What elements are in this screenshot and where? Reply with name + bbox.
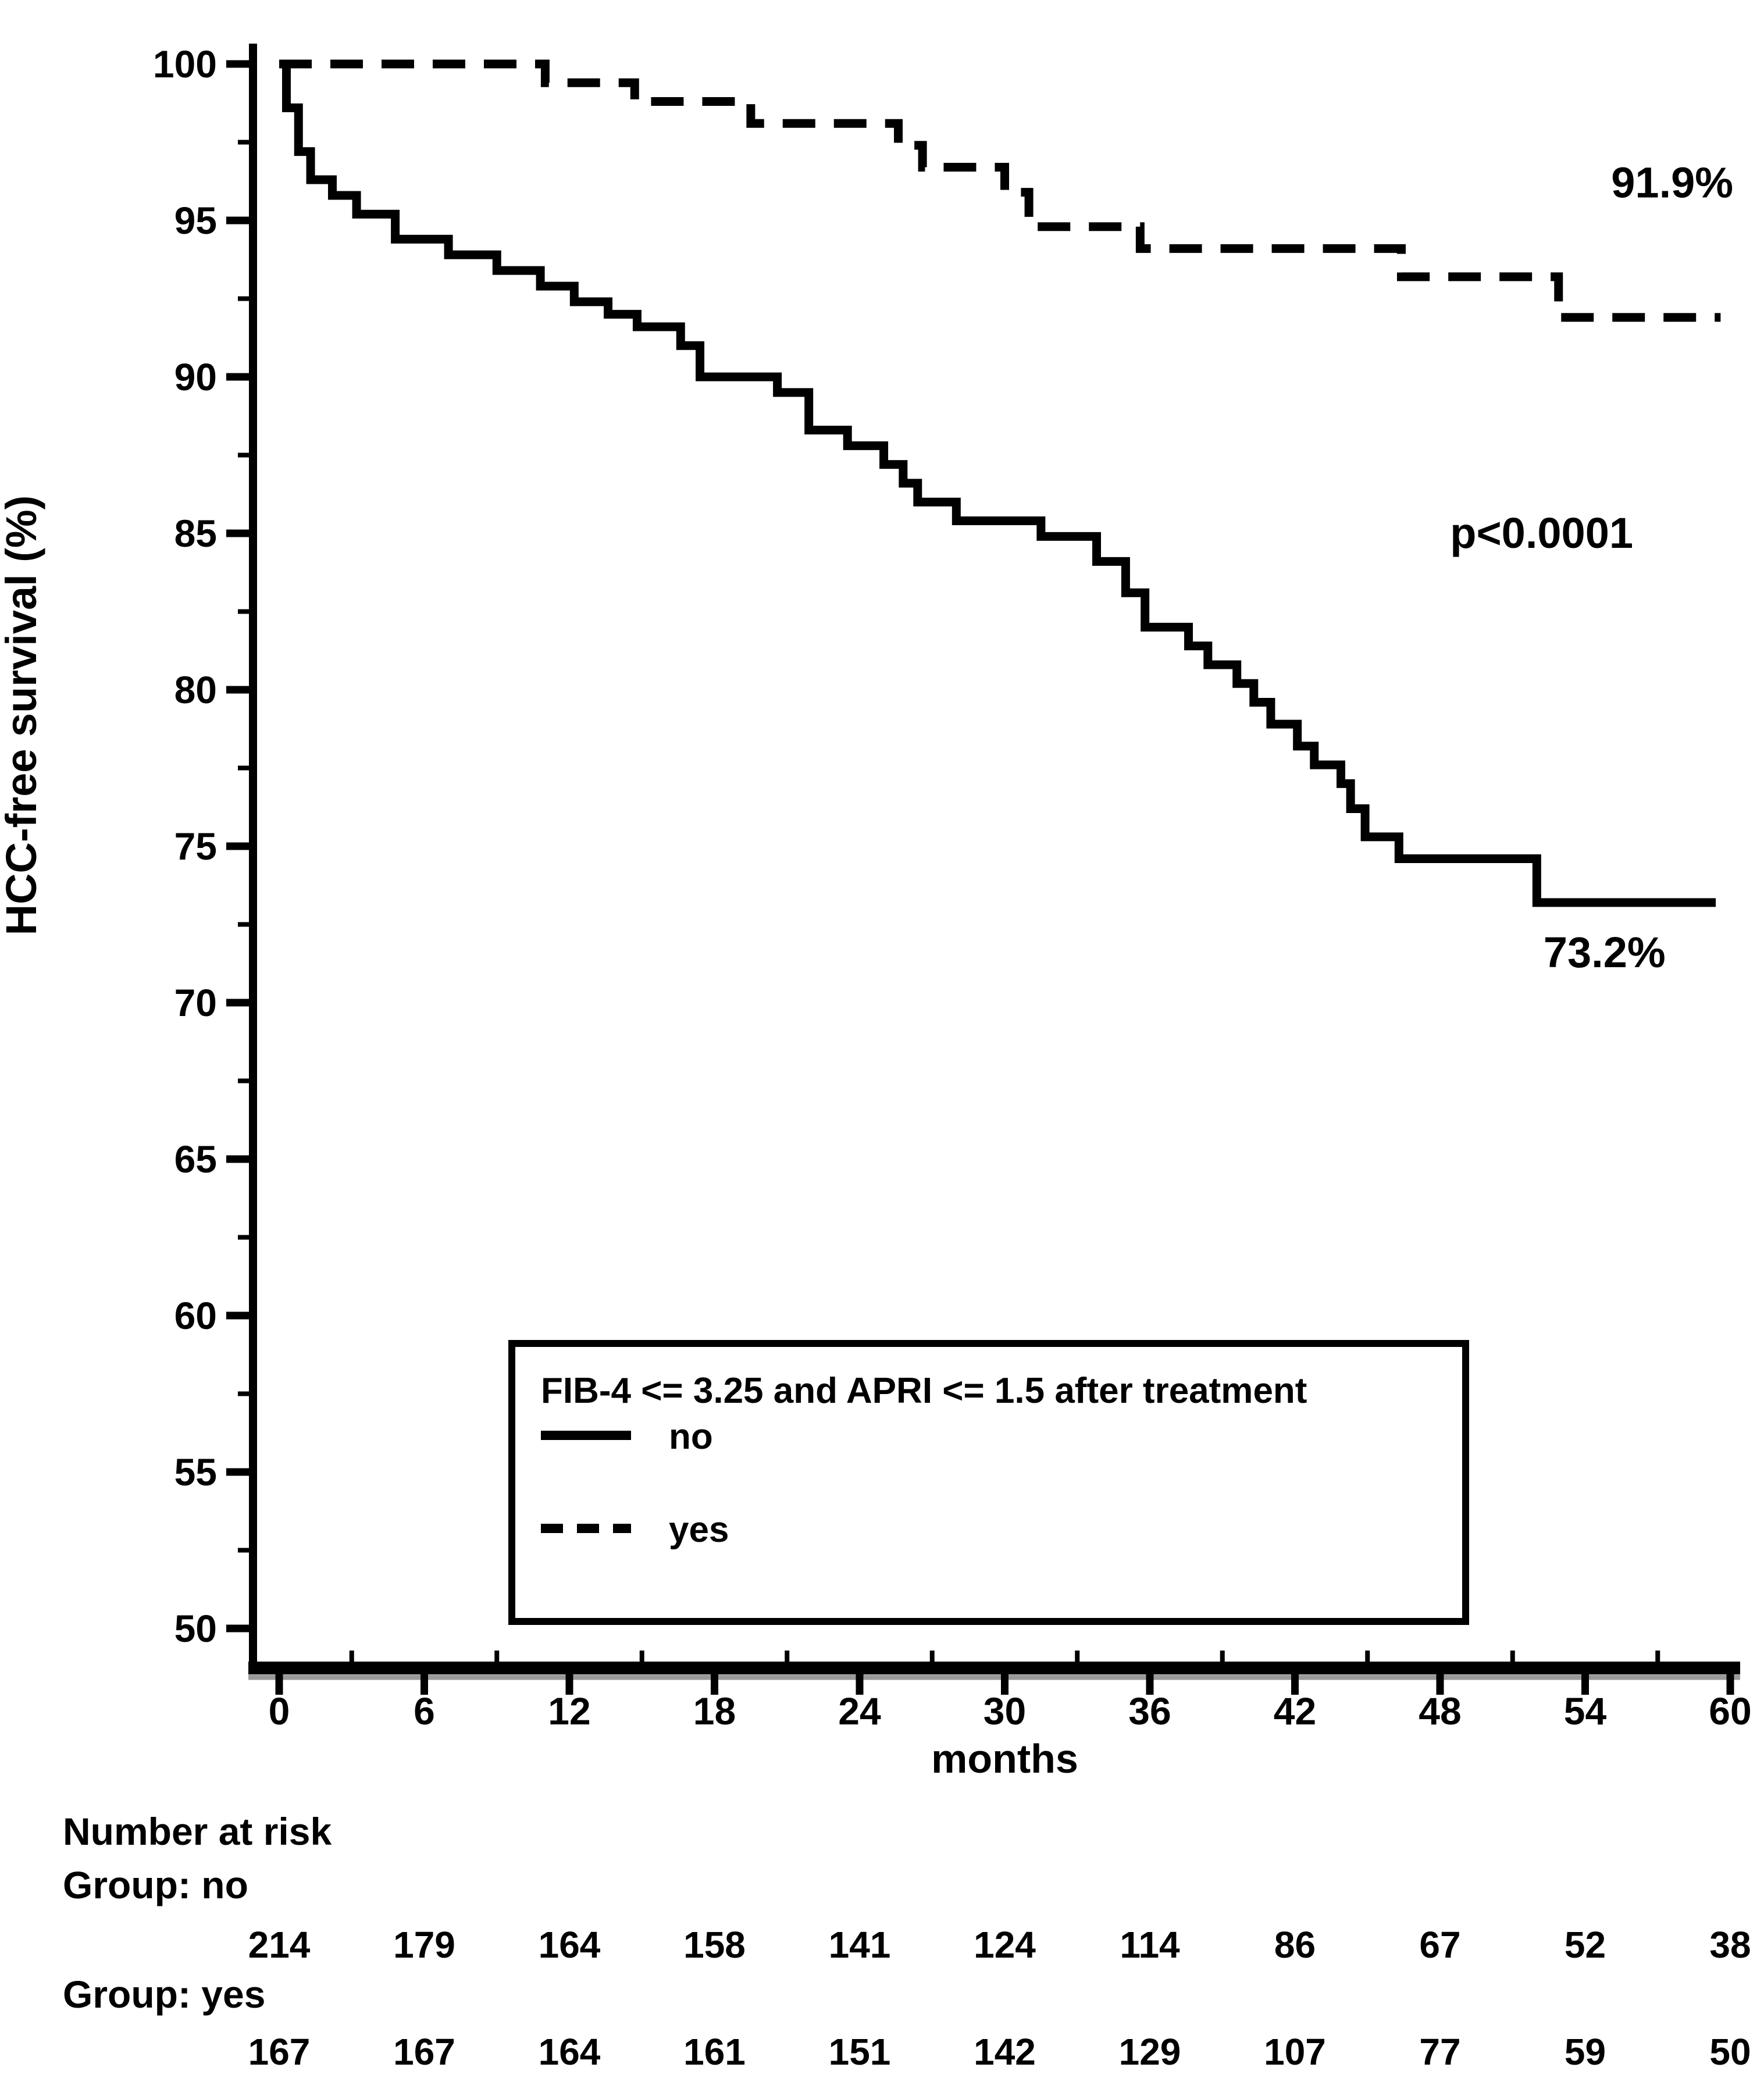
- risk-group-label-1: Group: yes: [63, 1973, 265, 2016]
- axes: 50 55 60 65 70 75 80 85 90 95 100 0 6 12 18 24 30 36 42 48 5…: [153, 42, 1752, 1733]
- risk-count: 179: [393, 1924, 455, 1966]
- risk-count: 124: [974, 1924, 1036, 1966]
- risk-count: 161: [683, 2031, 746, 2073]
- legend-label-no: no: [669, 1417, 713, 1457]
- y-axis-title: HCC-free survival (%): [0, 496, 45, 936]
- y-tick-label-90: 90: [174, 355, 217, 398]
- risk-table-title: Number at risk: [63, 1810, 332, 1853]
- series-yes-line: [279, 59, 1721, 322]
- y-tick-label-85: 85: [174, 512, 217, 555]
- x-tick-label-60: 60: [1709, 1690, 1751, 1733]
- risk-count: 59: [1565, 2031, 1606, 2073]
- y-tick-label-65: 65: [174, 1138, 217, 1181]
- risk-count: 141: [829, 1924, 891, 1966]
- risk-count: 50: [1709, 2031, 1751, 2073]
- risk-count: 86: [1274, 1924, 1316, 1966]
- series-no-line: [279, 59, 1716, 907]
- risk-count: 107: [1264, 2031, 1326, 2073]
- y-tick-label-50: 50: [174, 1607, 217, 1650]
- y-tick-label-95: 95: [174, 199, 217, 242]
- legend-label-yes: yes: [669, 1510, 729, 1550]
- risk-count: 67: [1419, 1924, 1460, 1966]
- risk-count: 151: [829, 2031, 891, 2073]
- legend-title: FIB-4 <= 3.25 and APRI <= 1.5 after trea…: [541, 1371, 1307, 1411]
- x-tick-label-30: 30: [983, 1690, 1026, 1733]
- risk-count: 214: [248, 1924, 311, 1966]
- risk-count: 167: [393, 2031, 455, 2073]
- risk-count: 142: [974, 2031, 1036, 2073]
- risk-group-label-0: Group: no: [63, 1863, 248, 1906]
- x-tick-label-42: 42: [1274, 1690, 1316, 1733]
- y-tick-label-70: 70: [174, 981, 217, 1024]
- x-axis-title: months: [931, 1736, 1078, 1781]
- x-tick-label-54: 54: [1564, 1690, 1607, 1733]
- y-tick-label-75: 75: [174, 825, 217, 868]
- y-tick-label-55: 55: [174, 1450, 217, 1494]
- x-tick-label-12: 12: [548, 1690, 590, 1733]
- x-tick-label-6: 6: [414, 1690, 435, 1733]
- annotation-no-endpoint: 73.2%: [1544, 928, 1666, 976]
- y-tick-label-60: 60: [174, 1294, 217, 1337]
- risk-count: 52: [1565, 1924, 1606, 1966]
- risk-count: 114: [1120, 1924, 1180, 1966]
- annotation-yes-endpoint: 91.9%: [1611, 158, 1733, 206]
- annotation-p-value: p<0.0001: [1450, 509, 1633, 557]
- risk-count: 38: [1709, 1924, 1751, 1966]
- x-tick-label-36: 36: [1128, 1690, 1171, 1733]
- legend-box: FIB-4 <= 3.25 and APRI <= 1.5 after trea…: [508, 1340, 1469, 1625]
- x-tick-label-18: 18: [693, 1690, 736, 1733]
- risk-count: 158: [683, 1924, 746, 1966]
- risk-count: 129: [1119, 2031, 1181, 2073]
- risk-count: 167: [248, 2031, 311, 2073]
- risk-count: 164: [539, 2031, 601, 2073]
- x-tick-label-0: 0: [269, 1690, 290, 1733]
- legend-border: [508, 1340, 1469, 1625]
- risk-count: 77: [1419, 2031, 1460, 2073]
- y-tick-label-100: 100: [153, 42, 217, 85]
- y-tick-label-80: 80: [174, 668, 217, 711]
- x-tick-label-24: 24: [838, 1690, 881, 1733]
- x-tick-label-48: 48: [1419, 1690, 1461, 1733]
- risk-count: 164: [539, 1924, 601, 1966]
